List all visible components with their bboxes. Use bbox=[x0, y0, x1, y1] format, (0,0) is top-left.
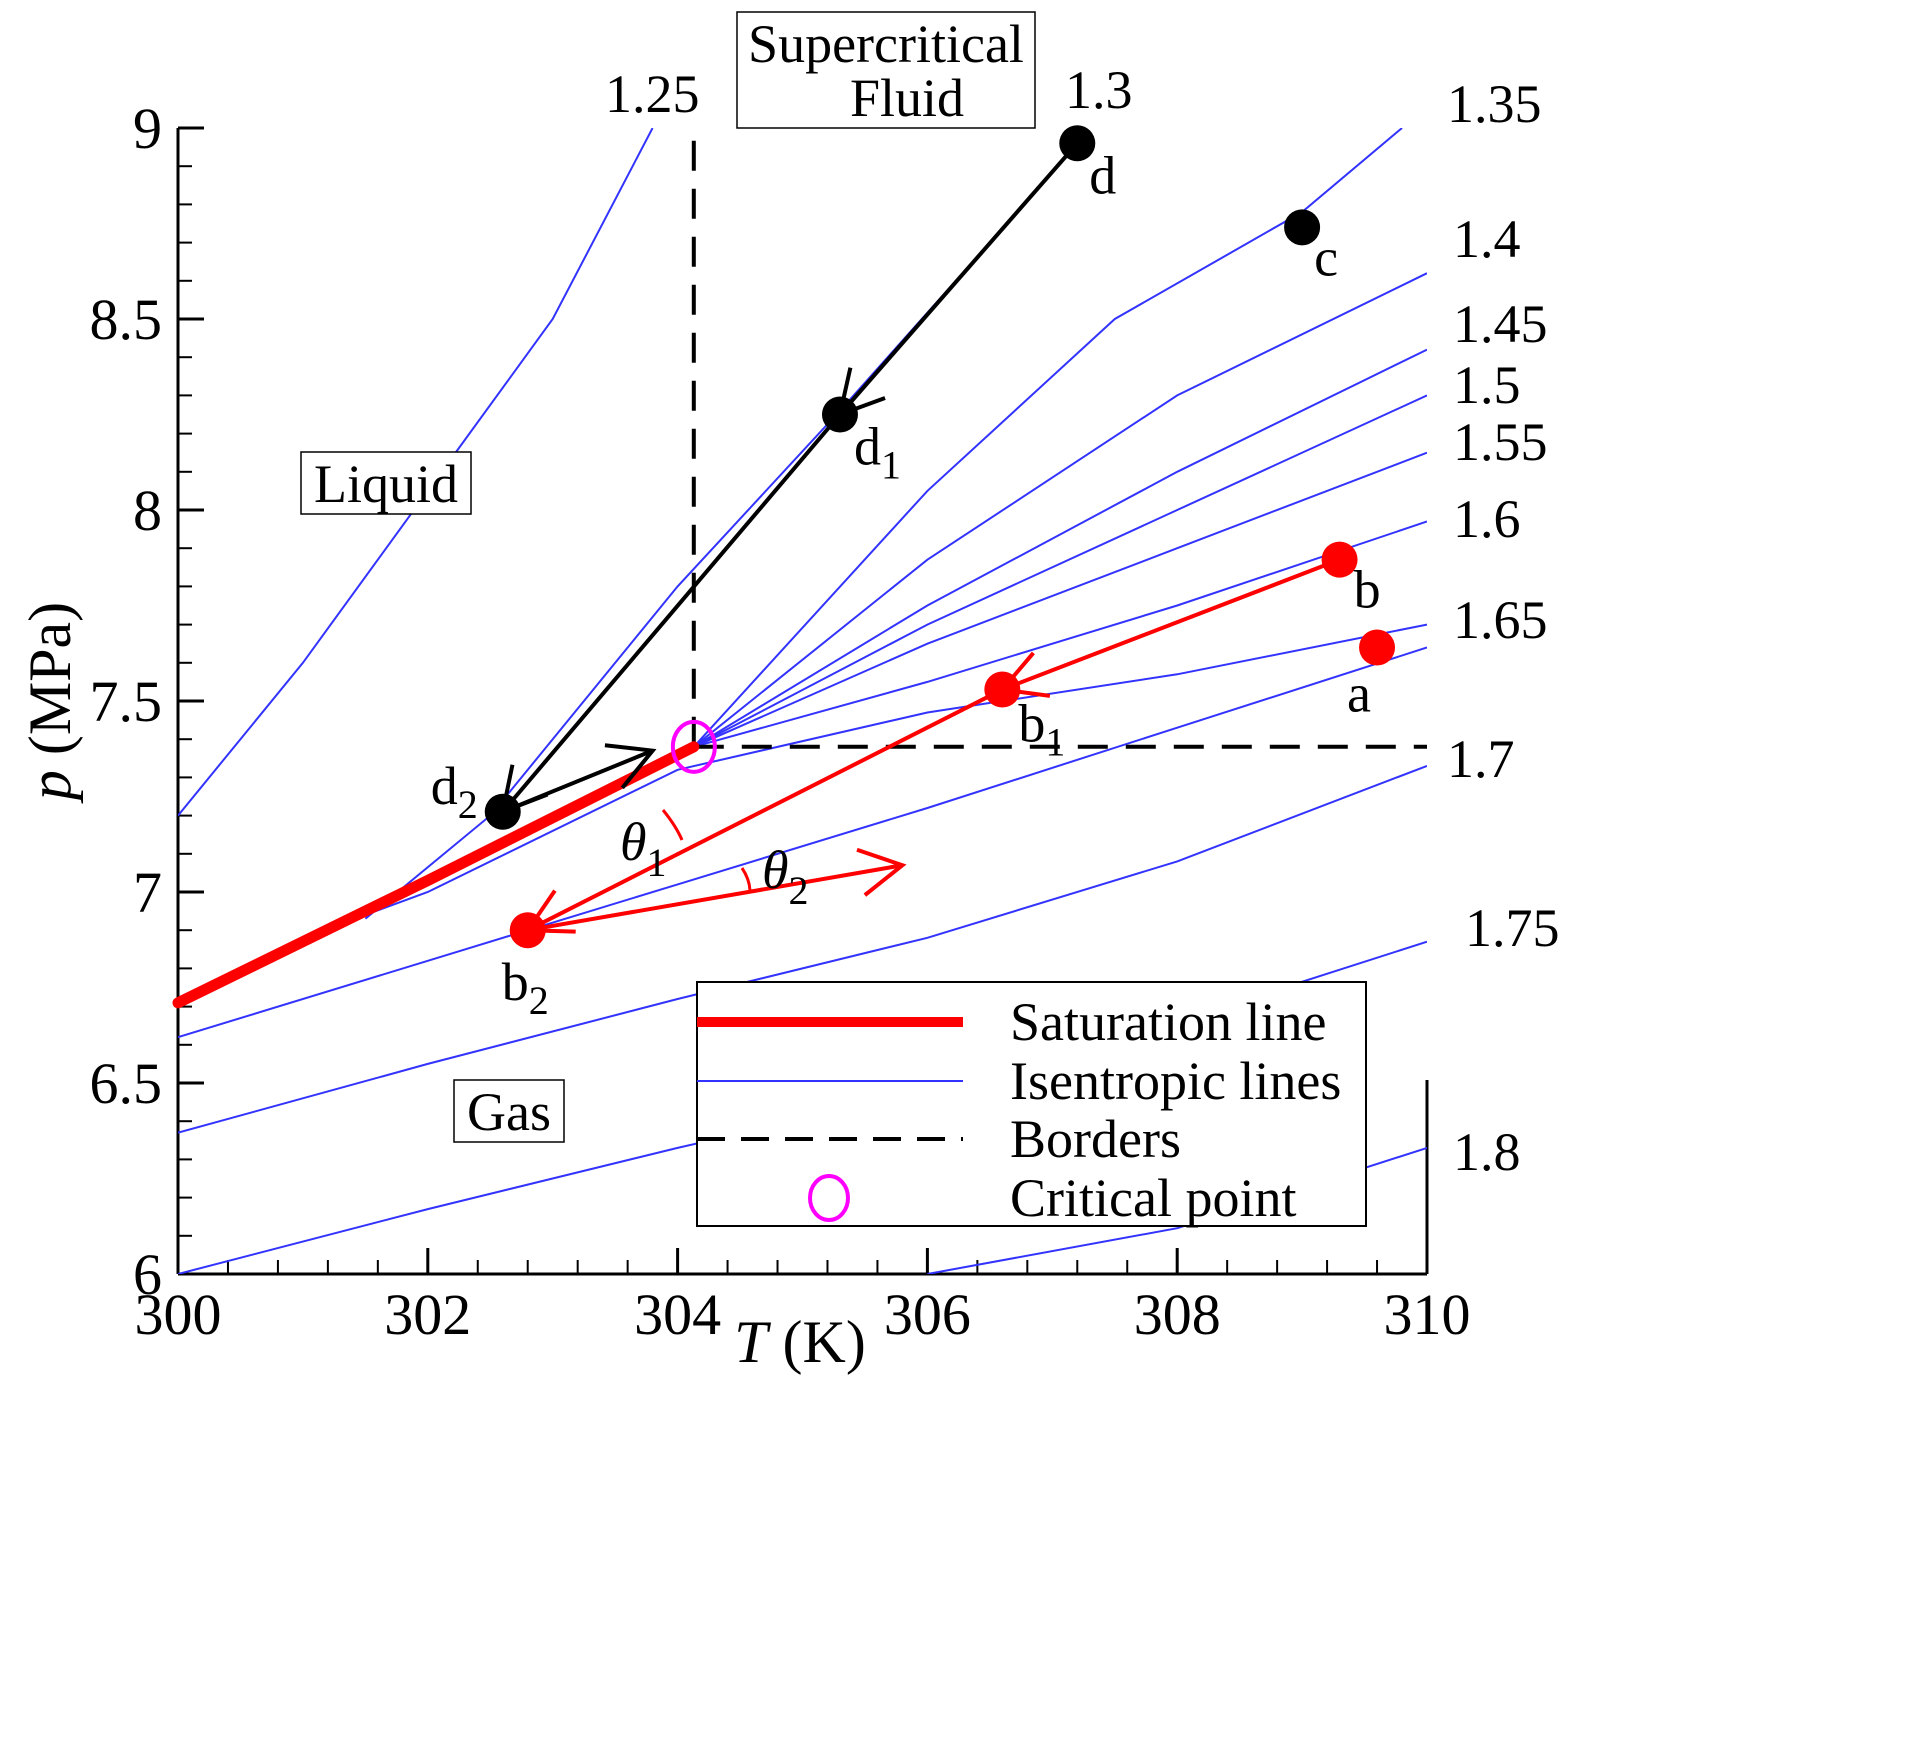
saturation-curve bbox=[172, 741, 700, 1009]
state-point-label: c bbox=[1314, 227, 1338, 287]
region-liquid-label: Liquid bbox=[314, 454, 458, 514]
process-arrow-shaft bbox=[526, 687, 1004, 932]
y-axis-title: p (MPa) bbox=[17, 602, 83, 804]
isentropic-label: 1.65 bbox=[1453, 590, 1548, 650]
y-tick-label: 7.5 bbox=[90, 669, 163, 734]
isentropic-line bbox=[693, 520, 1427, 748]
region-supercritical-line1: Supercritical bbox=[748, 14, 1024, 74]
y-tick-label: 7 bbox=[133, 860, 162, 925]
state-point-label: b2 bbox=[502, 952, 549, 1023]
process-arrow-head bbox=[856, 847, 907, 897]
state-point-label: d2 bbox=[431, 756, 478, 827]
x-tick-label: 302 bbox=[384, 1282, 471, 1347]
state-point-marker bbox=[509, 912, 546, 949]
y-tick-label: 8 bbox=[133, 478, 162, 543]
isentropic-labels: 1.25 1.3 1.35 1.4 1.451.51.55 1.6 1.65 1.7 1.75 1… bbox=[605, 60, 1560, 1182]
process-arrow-shaft bbox=[1001, 557, 1341, 692]
isentropic-line bbox=[693, 348, 1427, 748]
state-point-marker bbox=[1059, 125, 1096, 162]
isentropic-label: 1.6 bbox=[1453, 489, 1521, 549]
axis-ticks bbox=[176, 126, 1429, 1276]
x-axis-title: T (K) bbox=[734, 1309, 866, 1375]
angle-label: θ2 bbox=[762, 840, 809, 913]
isentropic-label: 1.8 bbox=[1453, 1122, 1521, 1182]
isentropic-line bbox=[693, 394, 1427, 748]
isentropic-label: 1.75 bbox=[1465, 898, 1560, 958]
state-point-marker bbox=[1284, 209, 1321, 246]
state-point-label: d bbox=[1089, 145, 1116, 205]
isentropic-label: 1.4 bbox=[1453, 209, 1521, 269]
process-arrow-shaft bbox=[838, 141, 1079, 416]
isentropic-line bbox=[693, 451, 1427, 748]
isentropic-line bbox=[178, 646, 1427, 1039]
process-arrow-shaft bbox=[501, 748, 654, 814]
angle-label: θ1 bbox=[620, 812, 667, 885]
y-tick-label: 8.5 bbox=[90, 287, 163, 352]
legend-label-saturation: Saturation line bbox=[1010, 992, 1326, 1052]
isentropic-label: 1.5 bbox=[1453, 355, 1521, 415]
isentropic-line bbox=[693, 272, 1427, 748]
process-arrow-head bbox=[604, 743, 657, 790]
y-tick-label: 9 bbox=[133, 96, 162, 161]
border-lines bbox=[691, 128, 1427, 749]
state-point-label: b bbox=[1354, 560, 1381, 620]
process-arrow-shaft bbox=[501, 413, 842, 814]
x-tick-label: 304 bbox=[634, 1282, 721, 1347]
legend-swatch-critical bbox=[808, 1174, 850, 1222]
state-point-label: a bbox=[1347, 664, 1371, 724]
isentropic-label: 1.35 bbox=[1447, 74, 1542, 134]
isentropic-line bbox=[693, 128, 1403, 748]
process-arrow-shaft bbox=[527, 863, 903, 933]
isentropic-label: 1.3 bbox=[1065, 60, 1133, 120]
angle-annotations: θ1 θ2 bbox=[620, 809, 809, 913]
state-point-marker bbox=[1359, 629, 1396, 666]
state-point-marker bbox=[984, 671, 1021, 708]
isentropic-label: 1.7 bbox=[1447, 729, 1515, 789]
isentropic-label: 1.45 bbox=[1453, 294, 1548, 354]
isentropic-line bbox=[178, 764, 1427, 1134]
region-supercritical-line2: Fluid bbox=[850, 68, 964, 128]
isentropic-label: 1.25 bbox=[605, 64, 700, 124]
theta1-arc bbox=[661, 809, 684, 841]
x-tick-labels: 300 302 304 306 308 310 bbox=[135, 1282, 1471, 1347]
region-gas-label: Gas bbox=[467, 1082, 551, 1142]
y-tick-label: 6 bbox=[133, 1242, 162, 1307]
theta2-arc bbox=[740, 867, 752, 893]
state-point-label: b1 bbox=[1018, 694, 1065, 765]
region-gas: Gas bbox=[453, 1079, 565, 1143]
state-points: d c d1 d2 ba b1 b2 bbox=[431, 125, 1396, 1023]
x-tick-label: 306 bbox=[884, 1282, 971, 1347]
legend-label-isentropic: Isentropic lines bbox=[1010, 1051, 1341, 1111]
x-tick-label: 300 bbox=[135, 1282, 222, 1347]
x-tick-label: 308 bbox=[1134, 1282, 1221, 1347]
legend: Saturation line Isentropic lines Borders… bbox=[696, 981, 1367, 1228]
process-arrows bbox=[500, 141, 1341, 934]
state-point-marker bbox=[484, 793, 521, 830]
legend-label-critical: Critical point bbox=[1010, 1168, 1296, 1228]
y-tick-label: 6.5 bbox=[90, 1051, 163, 1116]
region-liquid: Liquid bbox=[300, 451, 472, 515]
isentropic-label: 1.55 bbox=[1453, 412, 1548, 472]
state-point-label: d1 bbox=[854, 417, 901, 488]
saturation-line bbox=[172, 741, 700, 1009]
state-point-marker bbox=[1321, 541, 1358, 578]
y-tick-labels: 6 6.5 7 7.5 8 8.5 9 bbox=[90, 96, 163, 1307]
region-supercritical-fluid: Supercritical Fluid bbox=[736, 11, 1036, 129]
state-point-marker bbox=[821, 396, 858, 433]
critical-point-circle bbox=[670, 719, 717, 774]
critical-point-marker bbox=[670, 719, 717, 774]
legend-label-borders: Borders bbox=[1010, 1109, 1181, 1169]
isentropic-line bbox=[302, 623, 1427, 939]
x-tick-label: 310 bbox=[1384, 1282, 1471, 1347]
